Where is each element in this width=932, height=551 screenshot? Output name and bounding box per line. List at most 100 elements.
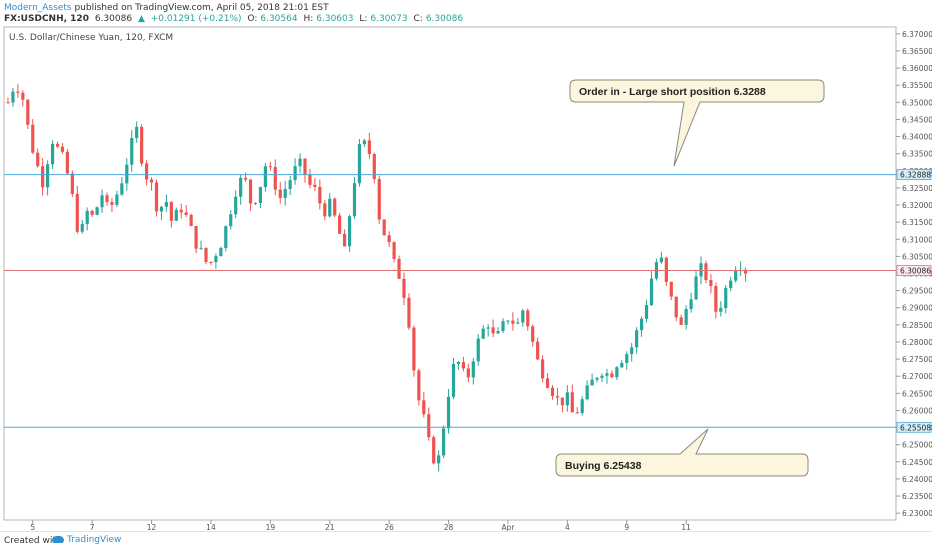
candle-body <box>402 278 406 298</box>
candle-body <box>442 428 446 456</box>
candle-body <box>689 299 693 310</box>
callout-text-short: Order in - Large short position 6.3288 <box>579 86 766 98</box>
candle-body <box>605 373 609 376</box>
candle-body <box>560 397 564 406</box>
candle-body <box>600 375 604 378</box>
candle-body <box>189 214 193 227</box>
candle-body <box>536 341 540 360</box>
candle-body <box>293 166 297 181</box>
candle-body <box>347 216 352 247</box>
y-tick-label: 6.30500 <box>902 252 932 261</box>
candle-body <box>85 210 89 224</box>
candle-body <box>427 414 431 438</box>
candle-body <box>575 412 579 414</box>
candle-body <box>115 194 119 205</box>
candle-body <box>545 378 550 388</box>
candle-body <box>268 166 272 168</box>
candle-body <box>229 214 233 227</box>
x-tick-label: 19 <box>266 523 276 531</box>
candle-body <box>625 354 629 363</box>
candlestick-chart[interactable]: U.S. Dollar/Chinese Yuan, 120, FXCM 6.370… <box>0 0 932 531</box>
candle-body <box>570 392 574 413</box>
y-tick-label: 6.32500 <box>902 184 932 193</box>
candle-body <box>615 367 619 378</box>
candle-body <box>80 223 84 232</box>
candle-body <box>580 399 584 414</box>
candle-body <box>323 203 327 217</box>
candle-body <box>145 163 149 180</box>
candle-body <box>635 330 639 348</box>
candle-body <box>100 195 104 208</box>
candle-body <box>555 396 560 398</box>
candle-body <box>239 177 243 197</box>
tradingview-link[interactable]: TradingView <box>52 535 121 545</box>
candle-body <box>209 261 213 263</box>
callout-text-buy: Buying 6.25438 <box>565 460 642 472</box>
candle-body <box>541 359 545 379</box>
y-tick-label: 6.28000 <box>902 338 932 347</box>
candle-body <box>506 320 510 322</box>
y-tick-label: 6.27500 <box>902 355 932 364</box>
candle-body <box>486 327 490 329</box>
candle-body <box>199 247 203 249</box>
candle-body <box>526 310 530 327</box>
candle-body <box>219 248 223 257</box>
candle-body <box>417 370 421 401</box>
candle-body <box>501 321 505 332</box>
symbol-info: FX:USDCNH, 120 6.30086 ▲ +0.01291 (+0.21… <box>4 14 466 24</box>
candle-body <box>318 186 322 204</box>
candle-body <box>437 455 441 464</box>
candle-body <box>630 347 634 355</box>
candle-body <box>659 257 663 263</box>
callout-bubble-buy[interactable] <box>555 428 809 477</box>
candle-body <box>550 387 555 397</box>
candle-body <box>26 99 30 125</box>
candle-body <box>328 198 332 217</box>
candle-body <box>610 373 614 378</box>
candle-body <box>288 180 292 190</box>
candle-body <box>313 184 317 187</box>
y-tick-label: 6.35500 <box>902 81 932 90</box>
plot-area[interactable] <box>3 26 897 521</box>
candle-body <box>392 242 396 259</box>
candle-body <box>164 202 168 207</box>
last-price: 6.30086 <box>94 14 133 24</box>
candle-body <box>333 198 337 216</box>
candle-body <box>105 195 109 203</box>
candle-body <box>278 189 282 198</box>
low-value: 6.30073 <box>370 14 408 24</box>
candle-body <box>248 179 253 204</box>
y-tick-label: 6.28500 <box>902 321 932 330</box>
candle-body <box>263 166 267 188</box>
price-badge-label: 6.30086 <box>900 267 931 276</box>
price-badge-label: 6.32888 <box>900 171 931 180</box>
candle-body <box>476 338 480 362</box>
publish-text: published on TradingView.com, April 05, … <box>74 3 329 13</box>
candle-body <box>194 226 198 249</box>
change-value: +0.01291 (+0.21%) <box>150 14 242 24</box>
candle-body <box>640 318 644 331</box>
candle-body <box>95 207 99 215</box>
candle-body <box>11 91 15 103</box>
footer-bar: Created with TradingView <box>0 531 932 551</box>
candle-body <box>432 437 436 464</box>
candle-body <box>422 400 426 415</box>
close-label: C: <box>413 14 423 24</box>
candle-body <box>709 280 713 287</box>
x-tick-label: 7 <box>90 523 95 531</box>
candle-body <box>244 177 248 180</box>
price-badge <box>896 265 932 276</box>
candle-body <box>724 287 728 308</box>
candle-body <box>159 206 164 212</box>
candle-body <box>36 152 40 167</box>
author-link[interactable]: Modern_Assets <box>4 3 72 13</box>
y-tick-label: 6.36000 <box>902 64 932 73</box>
low-label: L: <box>359 14 368 24</box>
high-label: H: <box>303 14 314 24</box>
candle-body <box>204 247 208 262</box>
x-tick-label: 11 <box>681 523 691 531</box>
callout-bubble-short[interactable] <box>569 79 825 167</box>
y-tick-label: 6.31500 <box>902 218 932 227</box>
y-tick-label: 6.24500 <box>902 458 932 467</box>
x-tick-label: 28 <box>444 523 454 531</box>
